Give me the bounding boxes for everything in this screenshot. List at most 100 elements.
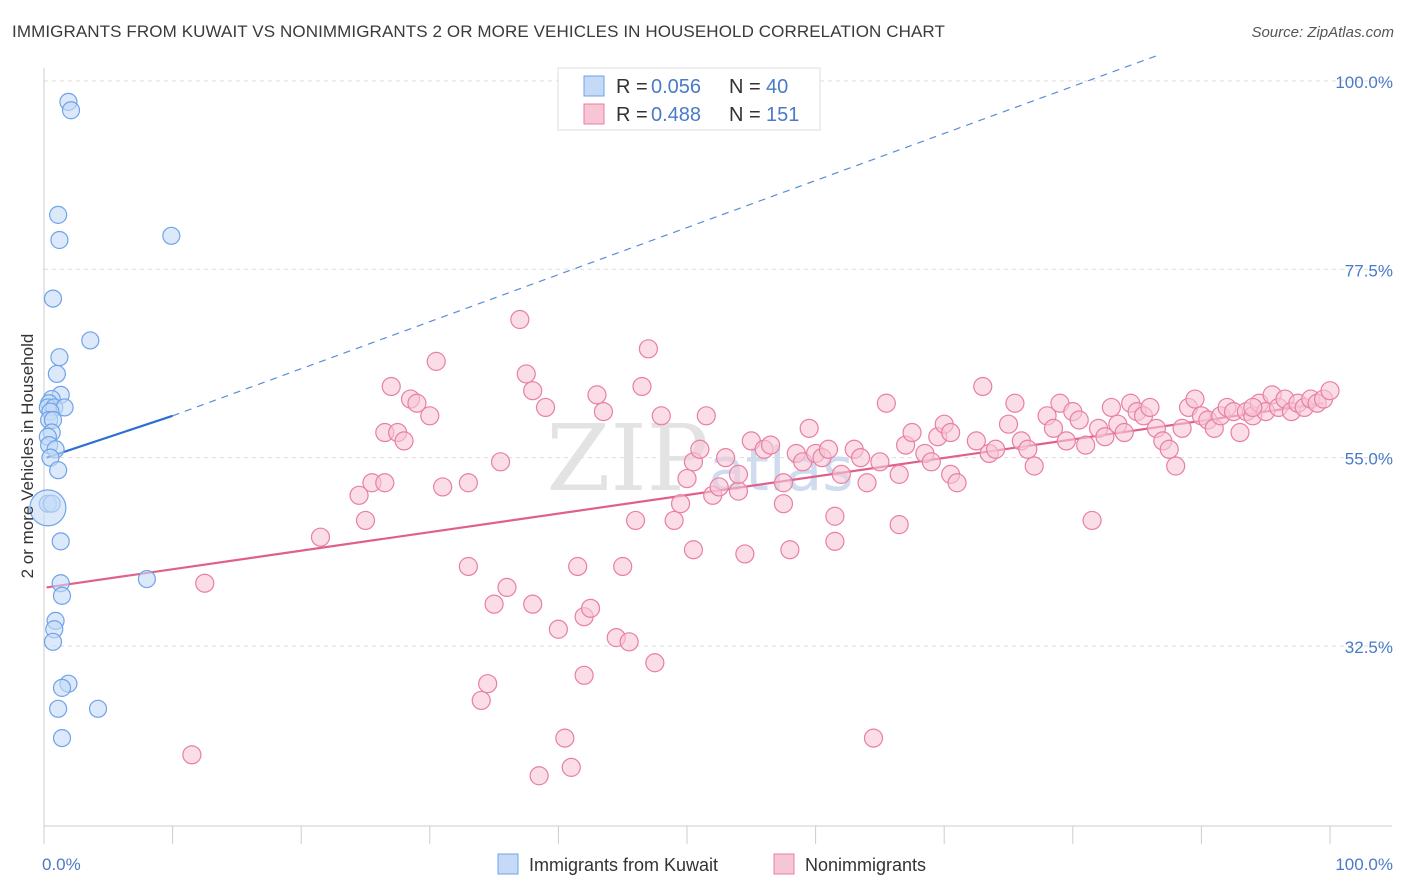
legend-r-value: 0.488 bbox=[651, 104, 701, 126]
nonimmigrant-point bbox=[1076, 435, 1096, 455]
nonimmigrant-point bbox=[870, 452, 890, 472]
legend-swatch-0 bbox=[583, 75, 605, 97]
nonimmigrant-point bbox=[619, 632, 639, 652]
nonimmigrant-point bbox=[728, 481, 749, 501]
nonimmigrant-point bbox=[478, 674, 498, 694]
kuwait-point bbox=[52, 586, 72, 605]
nonimmigrant-point bbox=[523, 381, 543, 401]
nonimmigrant-point bbox=[799, 418, 819, 438]
nonimmigrant-point bbox=[1095, 427, 1115, 447]
nonimmigrant-point bbox=[863, 728, 884, 748]
nonimmigrant-point bbox=[1140, 397, 1160, 418]
nonimmigrant-point bbox=[568, 556, 588, 577]
kuwait-point bbox=[50, 348, 69, 367]
legend-n-label: N = bbox=[729, 76, 761, 98]
nonimmigrant-point bbox=[458, 556, 478, 577]
nonimmigrant-point bbox=[889, 464, 909, 484]
nonimmigrant-point bbox=[535, 397, 556, 418]
nonimmigrant-point bbox=[1043, 418, 1064, 438]
nonimmigrant-point bbox=[632, 376, 652, 397]
nonimmigrant-point bbox=[947, 473, 967, 493]
nonimmigrant-point bbox=[709, 477, 729, 497]
nonimmigrant-point bbox=[831, 464, 851, 484]
nonimmigrant-point bbox=[902, 422, 922, 443]
nonimmigrant-point bbox=[574, 665, 594, 685]
bottom-legend-swatch-1 bbox=[773, 853, 795, 875]
nonimmigrant-point bbox=[773, 494, 794, 514]
nonimmigrant-point bbox=[1172, 418, 1192, 438]
nonimmigrant-point bbox=[1024, 456, 1044, 476]
nonimmigrant-point bbox=[375, 473, 395, 493]
kuwait-point bbox=[137, 569, 156, 589]
source-label: Source: ZipAtlas.com bbox=[1251, 24, 1394, 41]
nonimmigrant-point bbox=[857, 473, 877, 493]
kuwait-point bbox=[49, 205, 68, 224]
nonimmigrant-point bbox=[381, 376, 401, 397]
legend-r-label: R = bbox=[616, 104, 648, 126]
kuwait-point bbox=[88, 699, 108, 718]
nonimmigrant-point bbox=[818, 439, 839, 459]
y-tick-label: 55.0% bbox=[1345, 450, 1393, 469]
nonimmigrant-point bbox=[1069, 410, 1089, 430]
nonimmigrant-point bbox=[349, 485, 369, 505]
nonimmigrant-point bbox=[490, 452, 511, 472]
nonimmigrant-point bbox=[677, 468, 697, 489]
nonimmigrant-point bbox=[921, 452, 941, 472]
legend-box: R = 0.056 N = 40 R = 0.488 N = 151 bbox=[557, 67, 821, 131]
kuwait-trend-extension bbox=[172, 55, 1157, 417]
nonimmigrant-point bbox=[664, 510, 684, 531]
nonimmigrant-point bbox=[580, 598, 601, 618]
x-tick-labels: 0.0% 100.0% bbox=[42, 855, 1393, 874]
y-tick-label: 32.5% bbox=[1345, 638, 1393, 657]
nonimmigrant-point bbox=[973, 376, 993, 397]
y-tick-labels: 32.5% 55.0% 77.5% 100.0% bbox=[1335, 73, 1393, 657]
nonimmigrant-point bbox=[715, 448, 736, 468]
nonimmigrant-point bbox=[355, 510, 376, 531]
bottom-legend: Immigrants from Kuwait Nonimmigrants bbox=[497, 853, 926, 875]
y-axis-title: 2 or more Vehicles in Household bbox=[18, 334, 37, 579]
nonimmigrant-point bbox=[651, 406, 671, 426]
legend-n-label: N = bbox=[729, 104, 761, 126]
nonimmigrant-point bbox=[420, 406, 440, 426]
gridlines bbox=[44, 80, 1392, 647]
data-points bbox=[29, 92, 1340, 786]
nonimmigrant-point bbox=[613, 556, 633, 577]
nonimmigrant-point bbox=[889, 515, 909, 535]
nonimmigrant-point bbox=[876, 393, 896, 413]
kuwait-point bbox=[51, 532, 70, 551]
nonimmigrant-point bbox=[780, 540, 800, 560]
nonimmigrant-point bbox=[516, 364, 536, 384]
nonimmigrant-point bbox=[1159, 439, 1179, 459]
nonimmigrant-point bbox=[484, 594, 504, 614]
nonimmigrant-point bbox=[760, 435, 781, 455]
nonimmigrant-point bbox=[561, 757, 581, 777]
nonimmigrant-point bbox=[458, 473, 478, 493]
nonimmigrant-point bbox=[735, 544, 755, 564]
bottom-legend-label-0: Immigrants from Kuwait bbox=[529, 855, 718, 875]
nonimmigrant-point bbox=[638, 339, 659, 359]
kuwait-point bbox=[162, 226, 181, 245]
kuwait-trend-line bbox=[46, 414, 173, 459]
kuwait-point bbox=[47, 364, 66, 384]
y-tick-label: 77.5% bbox=[1345, 261, 1393, 280]
nonimmigrant-point bbox=[529, 766, 549, 786]
nonimmigrant-point bbox=[1018, 439, 1038, 459]
nonimmigrant-point bbox=[426, 351, 446, 371]
nonimmigrant-point bbox=[195, 573, 215, 593]
nonimmigrant-point bbox=[1082, 510, 1102, 531]
nonimmigrant-point bbox=[825, 506, 845, 526]
nonimmigrant-point bbox=[690, 439, 710, 459]
nonimmigrant-point bbox=[593, 402, 614, 422]
nonimmigrant-point bbox=[1005, 393, 1025, 413]
nonimmigrant-point bbox=[394, 431, 414, 451]
nonimmigrant-point bbox=[1243, 397, 1263, 418]
nonimmigrant-point bbox=[625, 510, 646, 531]
kuwait-point bbox=[52, 728, 72, 748]
y-tick-label: 100.0% bbox=[1335, 73, 1393, 92]
kuwait-point bbox=[81, 331, 100, 350]
nonimmigrant-point bbox=[1185, 389, 1205, 409]
x-tick-label-min: 0.0% bbox=[42, 855, 81, 874]
nonimmigrant-point bbox=[851, 448, 871, 468]
nonimmigrant-point bbox=[523, 594, 543, 614]
nonimmigrant-point bbox=[1166, 456, 1186, 476]
